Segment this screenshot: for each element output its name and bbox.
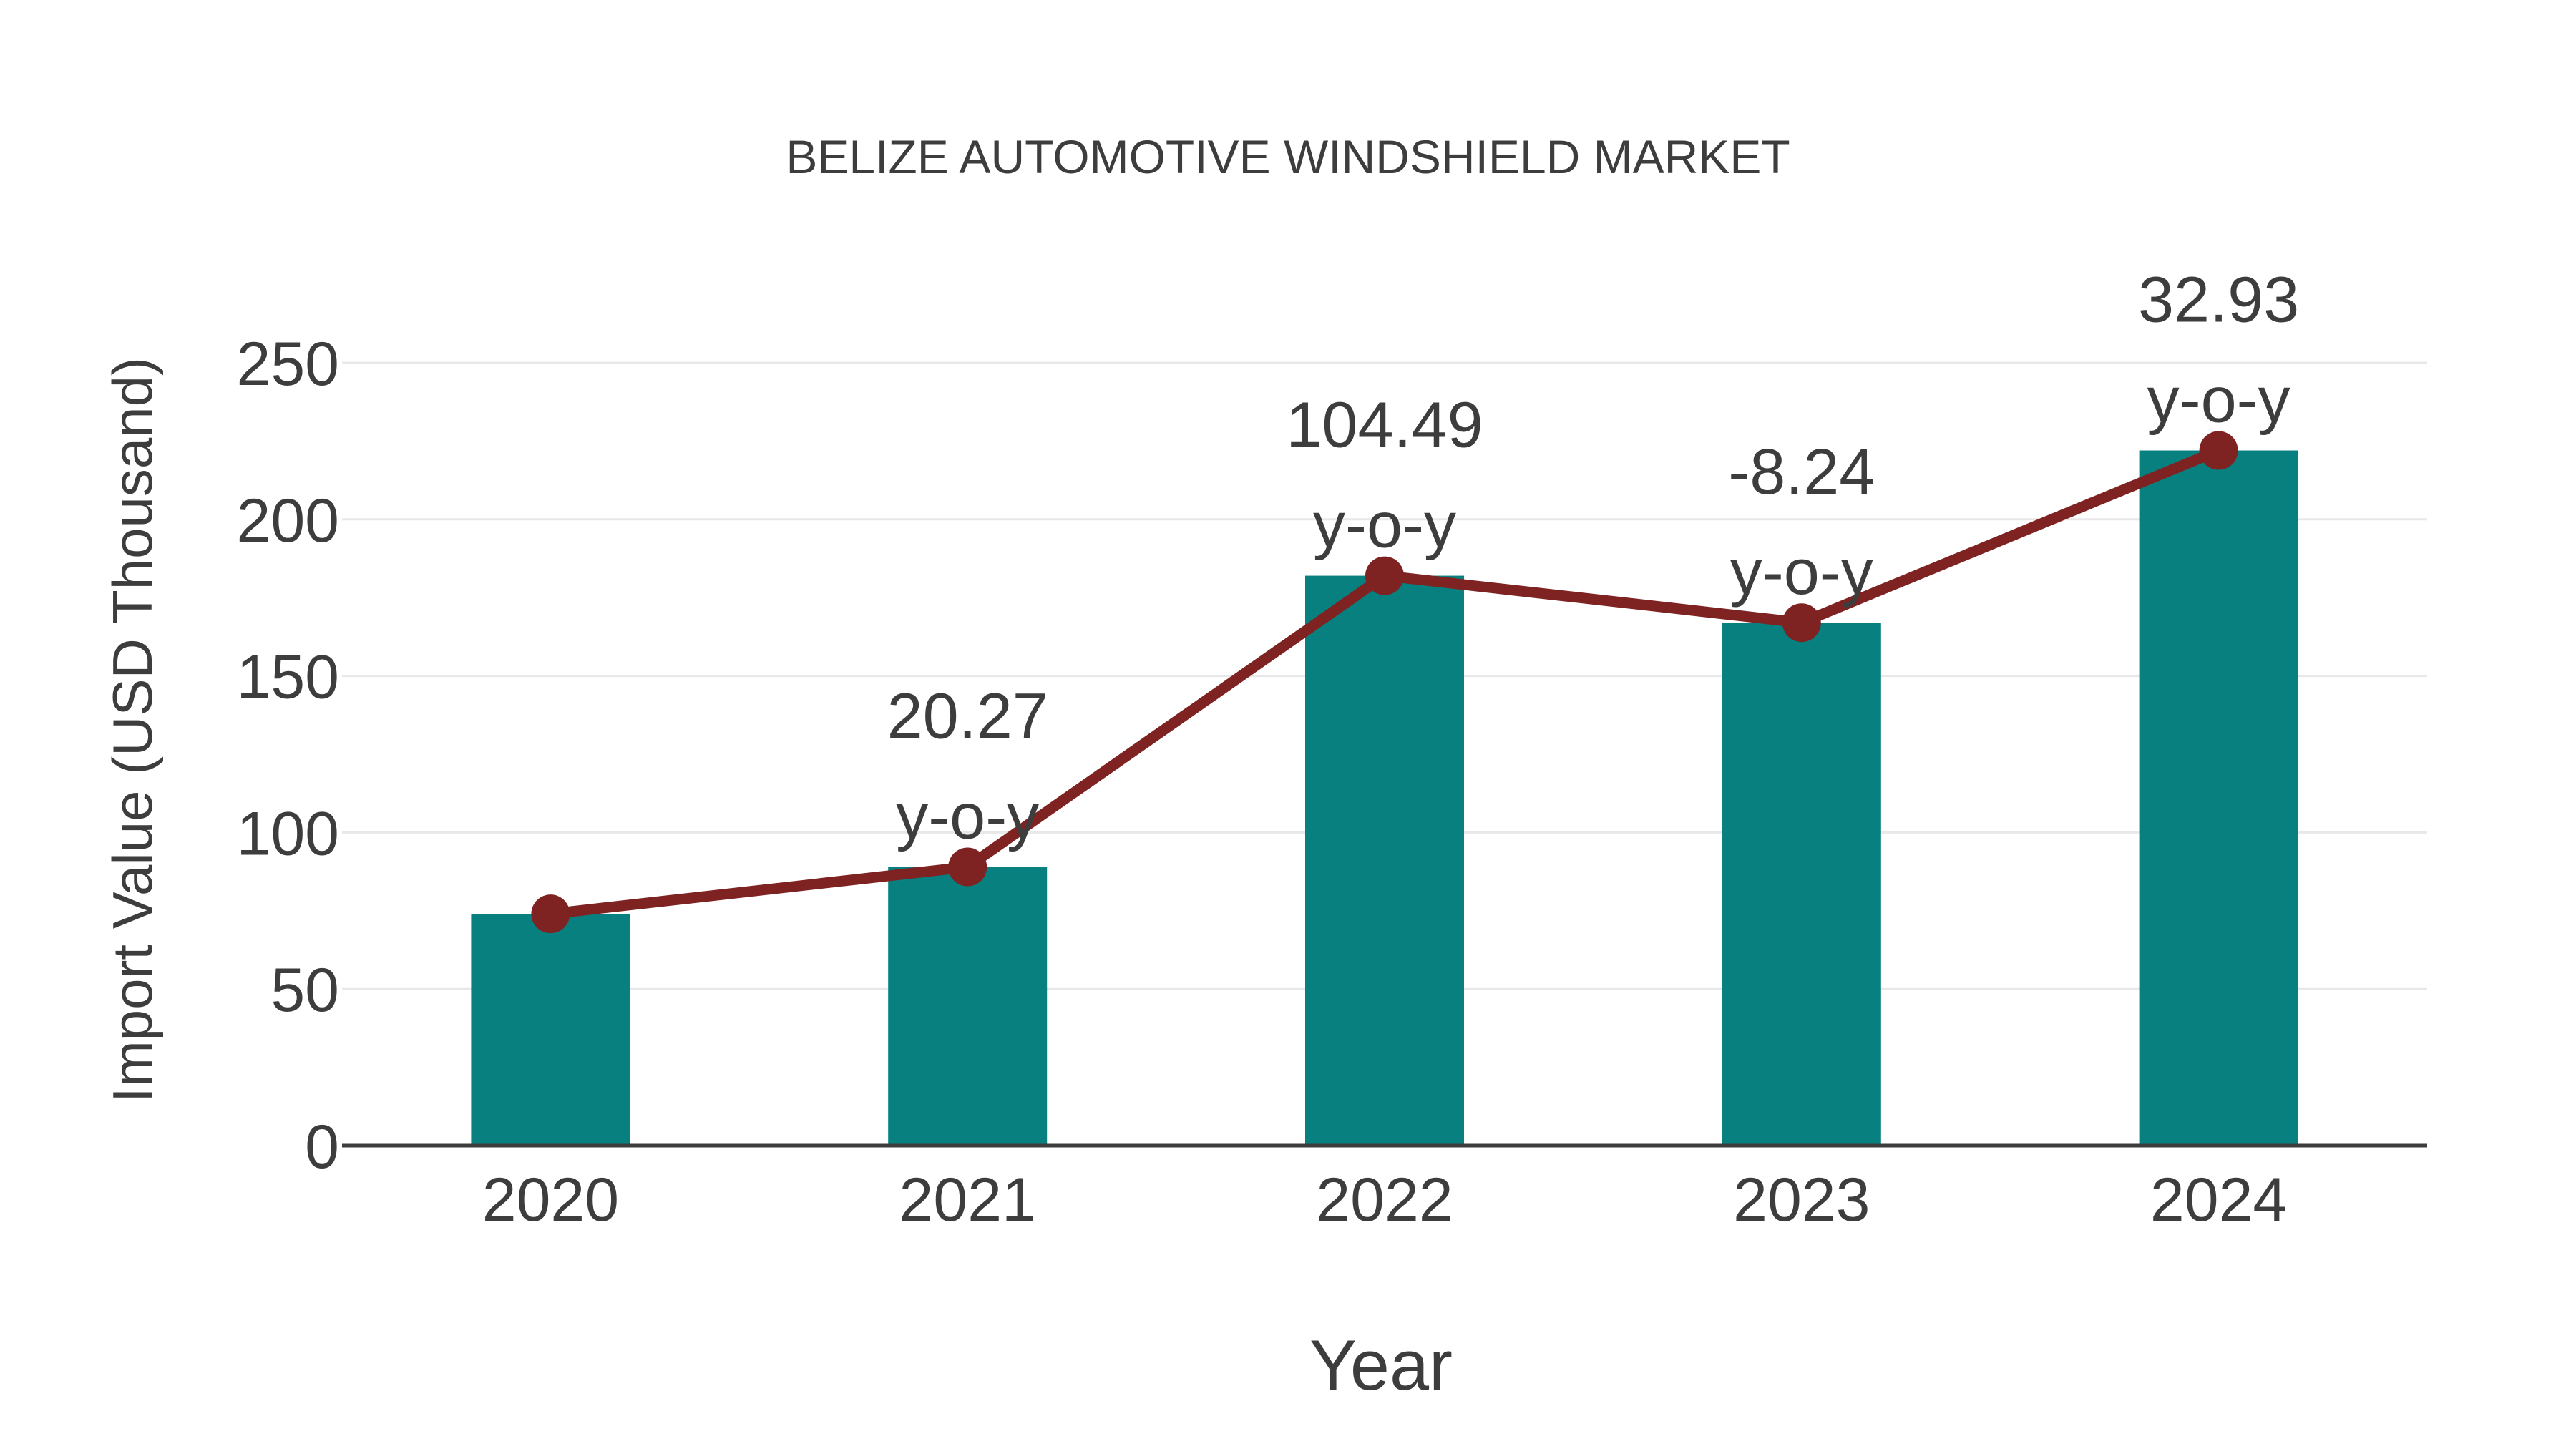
annotation-suffix-2022: y-o-y [1313, 490, 1456, 562]
y-tick-label-150: 150 [237, 643, 340, 712]
x-axis-title: Year [1309, 1325, 1453, 1405]
y-tick-label-0: 0 [305, 1113, 339, 1181]
bar-2022 [1305, 575, 1464, 1146]
x-tick-label-2020: 2020 [482, 1166, 619, 1234]
y-axis-title: Import Value (USD Thousand) [101, 357, 164, 1103]
annotation-value-2023: -8.24 [1728, 436, 1875, 508]
bar-2020 [471, 914, 630, 1146]
marker-2022 [1365, 556, 1404, 595]
bar-2021 [888, 867, 1048, 1146]
y-tick-label-50: 50 [270, 956, 339, 1025]
y-tick-label-100: 100 [237, 799, 340, 868]
bar-2024 [2139, 450, 2298, 1146]
marker-2024 [2199, 431, 2238, 470]
x-tick-label-2024: 2024 [2150, 1166, 2287, 1234]
annotation-suffix-2021: y-o-y [896, 781, 1039, 853]
annotation-suffix-2023: y-o-y [1730, 537, 1873, 608]
marker-2023 [1782, 603, 1821, 643]
annotation-value-2022: 104.49 [1286, 390, 1483, 462]
annotation-value-2021: 20.27 [887, 681, 1048, 753]
annotation-suffix-2024: y-o-y [2147, 365, 2290, 436]
y-tick-label-250: 250 [237, 330, 340, 399]
marker-2021 [948, 847, 987, 887]
chart-title: BELIZE AUTOMOTIVE WINDSHIELD MARKET [786, 130, 1790, 183]
y-tick-label-200: 200 [237, 487, 340, 555]
x-tick-label-2021: 2021 [899, 1166, 1036, 1234]
marker-2020 [531, 894, 570, 934]
annotation-value-2024: 32.93 [2138, 265, 2299, 336]
bar-2023 [1722, 623, 1881, 1146]
x-tick-label-2022: 2022 [1316, 1166, 1453, 1234]
x-tick-label-2023: 2023 [1733, 1166, 1870, 1234]
